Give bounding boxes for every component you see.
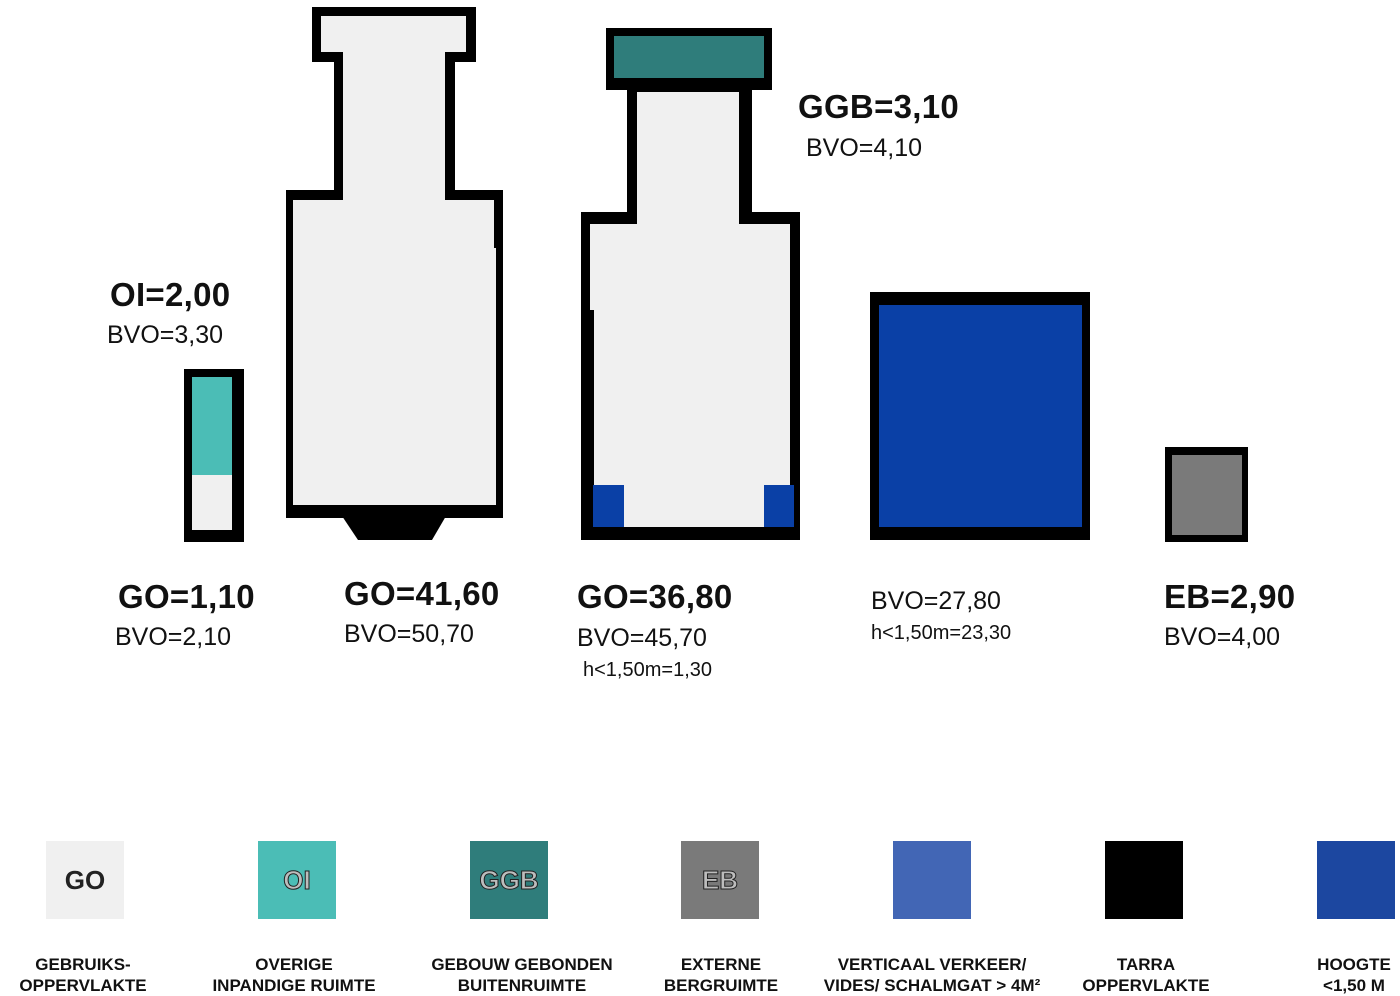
block-oi-go-go-area xyxy=(192,475,232,530)
block-go-ggb xyxy=(581,28,800,540)
legend-swatch-go: GO xyxy=(46,841,124,919)
legend-label-go-line1: GEBRUIKS- xyxy=(35,955,131,974)
block-vertical xyxy=(870,292,1090,540)
block-go-large-base xyxy=(342,516,446,540)
eb-bvo: BVO=4,00 xyxy=(1164,623,1281,651)
legend-label-eb: EXTERNE BERGRUIMTE xyxy=(664,954,778,996)
block-go-ggb-go-area xyxy=(590,92,790,527)
legend-label-vertical: VERTICAAL VERKEER/ VIDES/ SCHALMGAT > 4M… xyxy=(824,954,1040,996)
block-eb xyxy=(1165,447,1248,542)
legend-label-vertical-line1: VERTICAAL VERKEER/ xyxy=(837,955,1027,974)
block-vertical-area xyxy=(879,305,1082,527)
legend-code-eb: EB xyxy=(701,864,739,895)
block-oi-go-oi-area xyxy=(192,377,232,475)
legend-swatch-low-height xyxy=(1317,841,1395,919)
block-go-ggb-low-right xyxy=(764,485,794,527)
legend-label-tarra-line2: OPPERVLAKTE xyxy=(1082,976,1210,995)
block-oi-go xyxy=(184,369,244,542)
legend-label-vertical-line2: VIDES/ SCHALMGAT > 4M² xyxy=(823,976,1041,995)
block-go-large-go-area xyxy=(293,16,496,505)
legend-label-ggb-line2: BUITENRUIMTE xyxy=(457,976,587,995)
legend-label-ggb-line1: GEBOUW GEBONDEN xyxy=(431,955,613,974)
legend-label-ggb: GEBOUW GEBONDEN BUITENRUIMTE xyxy=(431,954,612,996)
legend-label-low-height: HOOGTE <1,50 M xyxy=(1317,954,1391,996)
legend-swatch-tarra xyxy=(1105,841,1183,919)
legend-label-go: GEBRUIKS- OPPERVLAKTE xyxy=(19,954,146,996)
vertical-bvo: BVO=27,80 xyxy=(871,587,1001,615)
legend-code-oi: OI xyxy=(283,864,311,895)
go-large-value: GO=41,60 xyxy=(344,575,500,612)
block-eb-area xyxy=(1172,455,1242,535)
oi-bvo: BVO=3,30 xyxy=(107,321,224,349)
oi-value: OI=2,00 xyxy=(110,276,231,313)
legend-label-low-height-line2: <1,50 M xyxy=(1323,976,1385,995)
legend-label-eb-line1: EXTERNE xyxy=(680,955,762,974)
go-ggb-value: GO=36,80 xyxy=(577,578,733,615)
legend-label-tarra-line1: TARRA xyxy=(1116,955,1176,974)
ggb-bvo: BVO=4,10 xyxy=(806,134,923,162)
block-go-large xyxy=(286,7,503,540)
legend-label-eb-line2: BERGRUIMTE xyxy=(663,976,779,995)
go-ggb-low-height: h<1,50m=1,30 xyxy=(583,659,712,681)
go-small-value: GO=1,10 xyxy=(118,578,255,615)
legend-label-tarra: TARRA OPPERVLAKTE xyxy=(1082,954,1209,996)
legend-label-oi-line1: OVERIGE xyxy=(255,955,333,974)
legend-label-oi-line2: INPANDIGE RUIMTE xyxy=(212,976,376,995)
legend-label-oi: OVERIGE INPANDIGE RUIMTE xyxy=(212,954,375,996)
legend-code-go: GO xyxy=(64,864,106,895)
go-ggb-bvo: BVO=45,70 xyxy=(577,624,707,652)
legend-label-low-height-line1: HOOGTE xyxy=(1317,955,1391,974)
go-large-bvo: BVO=50,70 xyxy=(344,620,474,648)
block-go-ggb-low-left xyxy=(593,485,624,527)
block-go-ggb-ggb-area xyxy=(614,36,764,78)
legend-swatch-vertical xyxy=(893,841,971,919)
go-small-bvo: BVO=2,10 xyxy=(115,623,232,651)
eb-value: EB=2,90 xyxy=(1164,578,1296,615)
legend-label-go-line2: OPPERVLAKTE xyxy=(19,976,147,995)
legend-swatch-eb: EB xyxy=(681,841,759,919)
legend-code-ggb: GGB xyxy=(479,864,539,895)
ggb-value: GGB=3,10 xyxy=(798,88,960,125)
legend-swatch-ggb: GGB xyxy=(470,841,548,919)
legend-swatch-oi: OI xyxy=(258,841,336,919)
vertical-low-height: h<1,50m=23,30 xyxy=(871,622,1012,644)
